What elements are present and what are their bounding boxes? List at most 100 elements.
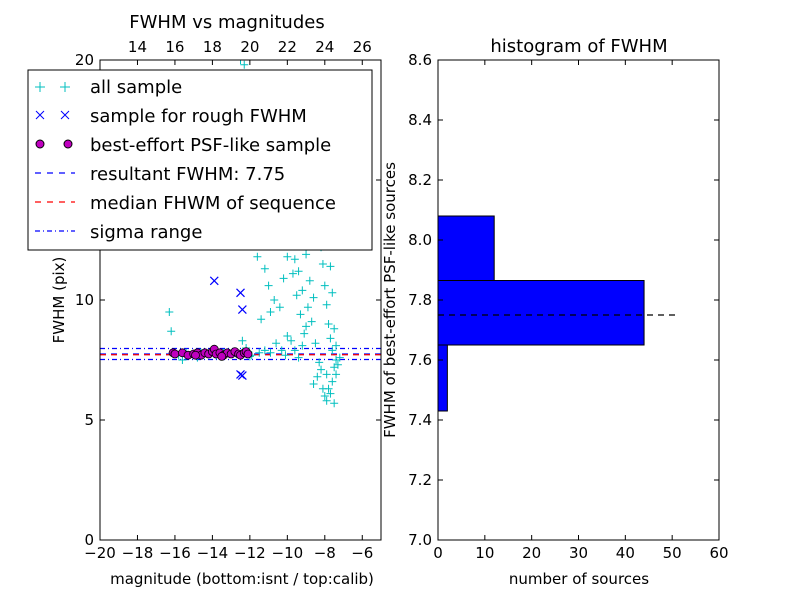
plus-marker-icon bbox=[35, 82, 70, 92]
scatter-title: FWHM vs magnitudes bbox=[129, 12, 324, 33]
plus-point bbox=[165, 308, 174, 316]
x-tick-label: 20 bbox=[522, 544, 541, 562]
top-tick-label: 16 bbox=[165, 38, 184, 56]
plus-point bbox=[260, 264, 269, 273]
legend-entry-sigma-range: sigma range bbox=[35, 222, 202, 243]
plus-point bbox=[315, 358, 324, 367]
y-tick-label: 20 bbox=[75, 51, 94, 69]
histogram-bar bbox=[437, 215, 495, 281]
legend-label: all sample bbox=[90, 77, 182, 98]
x-tick-label: −16 bbox=[159, 544, 191, 562]
histogram-bars bbox=[437, 215, 645, 412]
y-tick-label: 10 bbox=[75, 291, 94, 309]
legend-entry-median-fwhm: median FHWM of sequence bbox=[35, 193, 336, 214]
plus-point bbox=[283, 252, 292, 261]
plus-point bbox=[257, 315, 266, 324]
plus-point bbox=[294, 267, 303, 276]
plus-point bbox=[307, 317, 316, 326]
y-tick-label: 7.0 bbox=[408, 531, 432, 549]
plus-point bbox=[266, 348, 275, 357]
plus-point bbox=[328, 346, 337, 355]
plus-point bbox=[283, 332, 292, 340]
x-tick-label: 10 bbox=[475, 544, 494, 562]
plus-point bbox=[311, 339, 320, 348]
x-tick-label: 60 bbox=[709, 544, 728, 562]
scatter-x-label: magnitude (bottom:isnt / top:calib) bbox=[110, 570, 374, 588]
plus-point bbox=[238, 336, 247, 345]
x-tick-label: −20 bbox=[84, 544, 116, 562]
y-tick-label: 5 bbox=[84, 411, 94, 429]
cross-point bbox=[237, 305, 247, 315]
x-tick-label: 0 bbox=[433, 544, 443, 562]
plus-point bbox=[279, 274, 288, 283]
plus-point bbox=[317, 365, 326, 374]
x-tick-label: 50 bbox=[663, 544, 682, 562]
scatter-points bbox=[165, 60, 344, 408]
plus-point bbox=[332, 370, 341, 379]
legend-entry-rough-sample: sample for rough FWHM bbox=[35, 106, 307, 127]
plus-point bbox=[313, 372, 322, 381]
plus-point bbox=[298, 286, 307, 295]
plus-point bbox=[309, 293, 318, 302]
y-axis-ticks: 7.0 7.2 7.4 7.6 7.8 8.0 8.2 8.4 8.6 bbox=[408, 51, 719, 549]
plus-point bbox=[302, 250, 311, 259]
plus-point bbox=[240, 60, 249, 69]
plus-point bbox=[277, 346, 286, 355]
x-tick-label: −6 bbox=[351, 544, 373, 562]
plus-point bbox=[281, 351, 290, 360]
plus-point bbox=[288, 269, 297, 278]
plus-point bbox=[324, 320, 333, 328]
legend: all sample sample for rough FWHM best-ef… bbox=[27, 69, 373, 251]
plus-point bbox=[333, 360, 342, 369]
legend-label: sigma range bbox=[90, 222, 202, 243]
plus-point bbox=[322, 370, 331, 379]
top-tick-label: 18 bbox=[203, 38, 222, 56]
histogram-y-label: FWHM of best-effort PSF-like sources bbox=[381, 162, 399, 438]
top-tick-label: 14 bbox=[128, 38, 147, 56]
x-tick-label: −18 bbox=[122, 544, 154, 562]
top-tick-label: 20 bbox=[240, 38, 259, 56]
x-tick-label: −14 bbox=[197, 544, 229, 562]
legend-label: best-effort PSF-like sample bbox=[90, 135, 331, 156]
cross-point bbox=[236, 288, 245, 298]
legend-entry-resultant-fwhm: resultant FWHM: 7.75 bbox=[35, 164, 285, 185]
y-tick-label: 0 bbox=[84, 531, 94, 549]
legend-label: median FHWM of sequence bbox=[90, 193, 336, 214]
histogram-panel: 0 10 20 30 40 50 60 7.0 7.2 7.4 7.6 7.8 8.0 8.2 8.4 8.… bbox=[381, 36, 729, 588]
y-tick-label: 8.6 bbox=[408, 51, 432, 69]
plus-point bbox=[292, 291, 301, 300]
legend-entry-psf-sample: best-effort PSF-like sample bbox=[35, 135, 331, 156]
x-tick-label: 30 bbox=[569, 544, 588, 562]
plus-point bbox=[322, 300, 331, 309]
circle-point bbox=[243, 349, 253, 359]
cross-marker-icon bbox=[35, 110, 70, 120]
top-axis-ticks: 14 16 18 20 22 24 26 bbox=[128, 38, 372, 56]
legend-entry-all-sample: all sample bbox=[35, 77, 182, 98]
x-tick-label: −10 bbox=[272, 544, 304, 562]
plus-point bbox=[302, 322, 311, 331]
plus-point bbox=[335, 353, 344, 362]
plus-point bbox=[305, 276, 314, 285]
histogram-title: histogram of FWHM bbox=[490, 36, 667, 57]
legend-box bbox=[27, 69, 373, 251]
x-axis-ticks: −20 −18 −16 −14 −12 −10 −8 −6 bbox=[84, 60, 373, 562]
plus-point bbox=[320, 281, 329, 290]
plus-point bbox=[326, 334, 335, 343]
x-tick-label: −8 bbox=[314, 544, 336, 562]
plus-point bbox=[320, 392, 329, 400]
plus-point bbox=[332, 341, 341, 350]
plus-point bbox=[330, 399, 339, 408]
histogram-bar bbox=[437, 280, 645, 346]
cross-point bbox=[237, 371, 247, 381]
plus-point bbox=[236, 60, 245, 64]
x-axis-ticks: 0 10 20 30 40 50 60 bbox=[433, 60, 729, 562]
scatter-y-label: FWHM (pix) bbox=[50, 257, 68, 344]
circle-point bbox=[217, 351, 227, 361]
plus-point bbox=[326, 262, 335, 271]
plus-point bbox=[272, 339, 281, 348]
plus-point bbox=[328, 288, 337, 297]
plus-point bbox=[290, 346, 299, 355]
y-tick-label: 7.8 bbox=[408, 291, 432, 309]
plus-point bbox=[290, 255, 299, 264]
